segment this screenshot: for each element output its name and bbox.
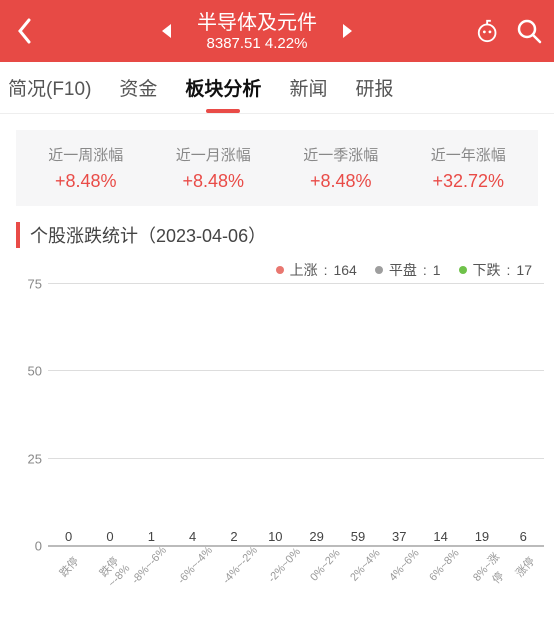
robot-icon[interactable] [476, 18, 502, 44]
bar-col[interactable]: 29 [296, 529, 337, 546]
legend-down-count: 17 [516, 262, 532, 278]
y-tick: 50 [28, 364, 42, 379]
period-value: +8.48% [303, 171, 378, 192]
legend-up: 上涨: 164 [276, 260, 357, 280]
bar-value-label: 59 [351, 529, 365, 544]
legend-flat: 平盘: 1 [375, 260, 441, 280]
period-value: +32.72% [431, 171, 506, 192]
search-icon[interactable] [516, 18, 542, 44]
bar-col[interactable]: 19 [461, 529, 502, 546]
sector-title: 半导体及元件 [197, 11, 317, 35]
period-label: 近一月涨幅 [176, 144, 251, 165]
period-label: 近一年涨幅 [431, 144, 506, 165]
legend-dot-flat [375, 266, 383, 274]
prev-icon[interactable] [153, 18, 179, 44]
bar-col[interactable]: 6 [503, 529, 544, 546]
legend-flat-count: 1 [433, 262, 441, 278]
period-label: 近一周涨幅 [48, 144, 123, 165]
y-axis: 0255075 [16, 284, 46, 546]
bar-value-label: 4 [189, 529, 196, 544]
period-item[interactable]: 近一季涨幅 +8.48% [303, 144, 378, 192]
header-center: 半导体及元件 8387.51 4.22% [38, 11, 476, 52]
period-value: +8.48% [48, 171, 123, 192]
bar-col[interactable]: 37 [379, 529, 420, 546]
y-tick: 75 [28, 277, 42, 292]
back-icon[interactable] [12, 18, 38, 44]
bar-value-label: 0 [65, 529, 72, 544]
period-performance-box: 近一周涨幅 +8.48% 近一月涨幅 +8.48% 近一季涨幅 +8.48% 近一年涨幅 +3… [16, 130, 538, 206]
bar-col[interactable]: 1 [131, 529, 172, 546]
period-item[interactable]: 近一年涨幅 +32.72% [431, 144, 506, 192]
bar-value-label: 1 [148, 529, 155, 544]
tab-简况(F10)[interactable]: 简况(F10) [8, 74, 91, 113]
bar-col[interactable]: 0 [48, 529, 89, 546]
period-item[interactable]: 近一周涨幅 +8.48% [48, 144, 123, 192]
x-axis: 跌停跌停~-8%-8%~-6%-6%~-4%-4%~-2%-2%~0%0%~2%… [48, 546, 544, 604]
chart-legend: 上涨: 164 平盘: 1 下跌: 17 [0, 256, 554, 284]
tab-新闻[interactable]: 新闻 [289, 74, 327, 113]
bar-col[interactable]: 0 [89, 529, 130, 546]
bar-col[interactable]: 14 [420, 529, 461, 546]
bar-col[interactable]: 59 [337, 529, 378, 546]
y-tick: 0 [35, 539, 42, 554]
legend-dot-down [459, 266, 467, 274]
bar-value-label: 0 [106, 529, 113, 544]
bar-value-label: 2 [230, 529, 237, 544]
tab-研报[interactable]: 研报 [355, 74, 393, 113]
distribution-chart: 0255075 001421029593714196 跌停跌停~-8%-8%~-… [16, 284, 544, 604]
bar-value-label: 14 [433, 529, 447, 544]
tab-资金[interactable]: 资金 [119, 74, 157, 113]
index-value: 8387.51 [207, 35, 261, 52]
bar-value-label: 37 [392, 529, 406, 544]
tab-bar: 简况(F10) 资金板块分析新闻研报 [0, 62, 554, 114]
legend-down: 下跌: 17 [459, 260, 532, 280]
legend-up-count: 164 [333, 262, 356, 278]
legend-dot-up [276, 266, 284, 274]
period-item[interactable]: 近一月涨幅 +8.48% [176, 144, 251, 192]
tab-板块分析[interactable]: 板块分析 [185, 74, 261, 113]
bar-col[interactable]: 2 [213, 529, 254, 546]
bar-value-label: 19 [475, 529, 489, 544]
change-pct: 4.22% [265, 35, 308, 52]
bar-col[interactable]: 10 [255, 529, 296, 546]
header-title-block[interactable]: 半导体及元件 8387.51 4.22% [197, 11, 317, 52]
bar-value-label: 29 [309, 529, 323, 544]
bar-col[interactable]: 4 [172, 529, 213, 546]
bar-value-label: 10 [268, 529, 282, 544]
period-value: +8.48% [176, 171, 251, 192]
legend-up-label: 上涨 [290, 260, 318, 280]
next-icon[interactable] [335, 18, 361, 44]
section-title: 个股涨跌统计（2023-04-06） [16, 222, 538, 248]
legend-down-label: 下跌 [473, 260, 501, 280]
period-label: 近一季涨幅 [303, 144, 378, 165]
app-header: 半导体及元件 8387.51 4.22% [0, 0, 554, 62]
chart-bars: 001421029593714196 [48, 284, 544, 546]
y-tick: 25 [28, 451, 42, 466]
bar-value-label: 6 [520, 529, 527, 544]
sector-subtitle: 8387.51 4.22% [197, 35, 317, 52]
legend-flat-label: 平盘 [389, 260, 417, 280]
